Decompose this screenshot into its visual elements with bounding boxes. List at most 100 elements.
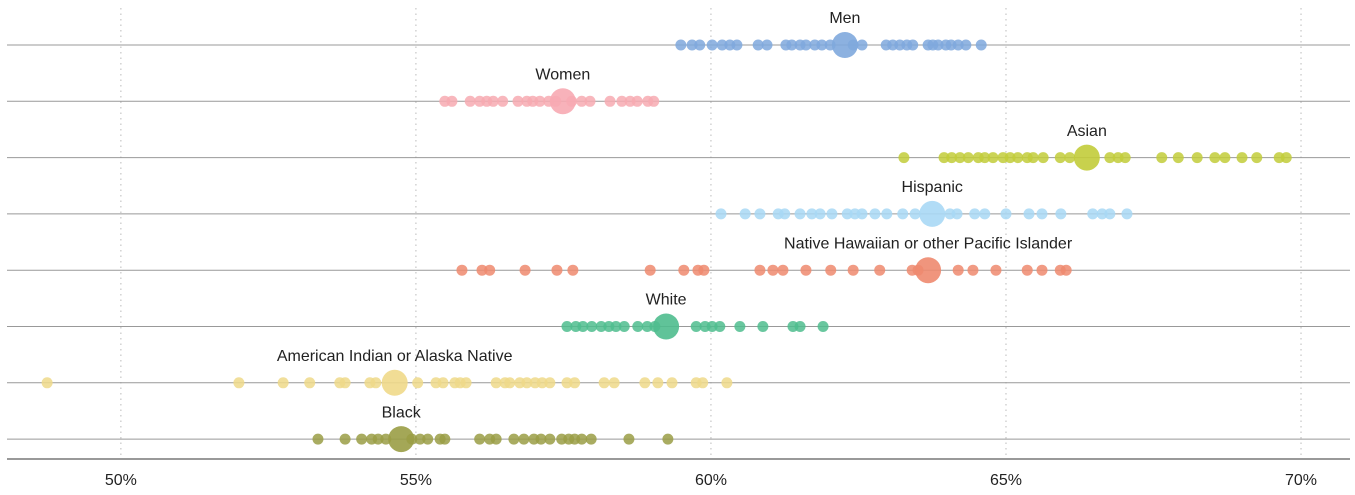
dot: [487, 95, 499, 107]
dot: [497, 95, 509, 107]
dot: [767, 264, 779, 276]
dot: [800, 39, 812, 51]
dot: [761, 39, 773, 51]
dot: [841, 208, 853, 220]
dot: [1000, 208, 1012, 220]
dot: [1251, 152, 1263, 164]
group-label: Asian: [1067, 123, 1107, 140]
dot: [551, 264, 563, 276]
x-tick-label: 55%: [400, 472, 432, 489]
dot: [814, 208, 826, 220]
dot: [519, 264, 531, 276]
dot: [721, 377, 733, 389]
dot: [715, 208, 727, 220]
dot: [754, 208, 766, 220]
dot: [686, 39, 698, 51]
dot: [706, 39, 718, 51]
dot: [1021, 264, 1033, 276]
dot: [1036, 264, 1048, 276]
dot: [644, 264, 656, 276]
dot: [1055, 208, 1067, 220]
dot: [662, 433, 674, 445]
dot: [504, 377, 516, 389]
dot: [1121, 208, 1133, 220]
dot: [576, 95, 588, 107]
dot: [616, 95, 628, 107]
dot: [277, 377, 289, 389]
dot: [1236, 152, 1248, 164]
dot: [697, 377, 709, 389]
dot: [979, 208, 991, 220]
dot: [641, 321, 653, 332]
dot: [1064, 152, 1076, 164]
dot: [598, 377, 610, 389]
dot: [951, 208, 963, 220]
dot: [1104, 208, 1116, 220]
dot: [652, 377, 664, 389]
x-tick-label: 60%: [695, 472, 727, 489]
dot: [372, 433, 384, 445]
dot: [490, 377, 502, 389]
average-dot: [381, 369, 408, 396]
x-tick-label: 70%: [1285, 472, 1317, 489]
dot: [806, 208, 818, 220]
dot: [962, 152, 974, 164]
dot: [800, 264, 812, 276]
dot: [666, 377, 678, 389]
dot: [969, 208, 981, 220]
dot: [422, 433, 434, 445]
dot: [639, 377, 651, 389]
dot: [631, 95, 643, 107]
dot: [817, 321, 829, 332]
dot: [569, 377, 581, 389]
dot: [610, 321, 622, 332]
dot: [975, 39, 987, 51]
dot: [437, 377, 449, 389]
dot: [561, 377, 573, 389]
dot: [757, 321, 769, 332]
dot: [595, 321, 607, 332]
dot: [946, 152, 958, 164]
dot: [534, 95, 546, 107]
dot: [826, 208, 838, 220]
group-label: Black: [382, 404, 422, 421]
dot: [779, 208, 791, 220]
dot: [739, 208, 751, 220]
group-label: Hispanic: [902, 179, 963, 196]
dot: [233, 377, 245, 389]
dot: [439, 433, 451, 445]
x-tick-label: 50%: [105, 472, 137, 489]
dot: [414, 433, 426, 445]
dot: [1119, 152, 1131, 164]
dot: [777, 264, 789, 276]
dot: [1087, 208, 1099, 220]
dot: [714, 321, 726, 332]
dot: [584, 95, 596, 107]
x-tick-label: 65%: [990, 472, 1022, 489]
dot: [731, 39, 743, 51]
average-dot: [919, 200, 946, 227]
dot: [990, 264, 1002, 276]
dot: [952, 39, 964, 51]
dot: [1037, 152, 1049, 164]
dot: [544, 377, 556, 389]
dot: [476, 264, 488, 276]
dot: [847, 264, 859, 276]
dot: [460, 377, 472, 389]
dot: [518, 433, 530, 445]
dot: [512, 95, 524, 107]
dot: [979, 152, 991, 164]
dot: [987, 152, 999, 164]
dot: [698, 264, 710, 276]
dot: [339, 433, 351, 445]
dot: [1219, 152, 1231, 164]
dot: [576, 433, 588, 445]
dot: [1023, 208, 1035, 220]
dot: [608, 377, 620, 389]
dot: [856, 39, 868, 51]
dot: [716, 39, 728, 51]
dot: [446, 95, 458, 107]
dot: [586, 321, 598, 332]
dot: [618, 321, 630, 332]
dot: [561, 321, 573, 332]
